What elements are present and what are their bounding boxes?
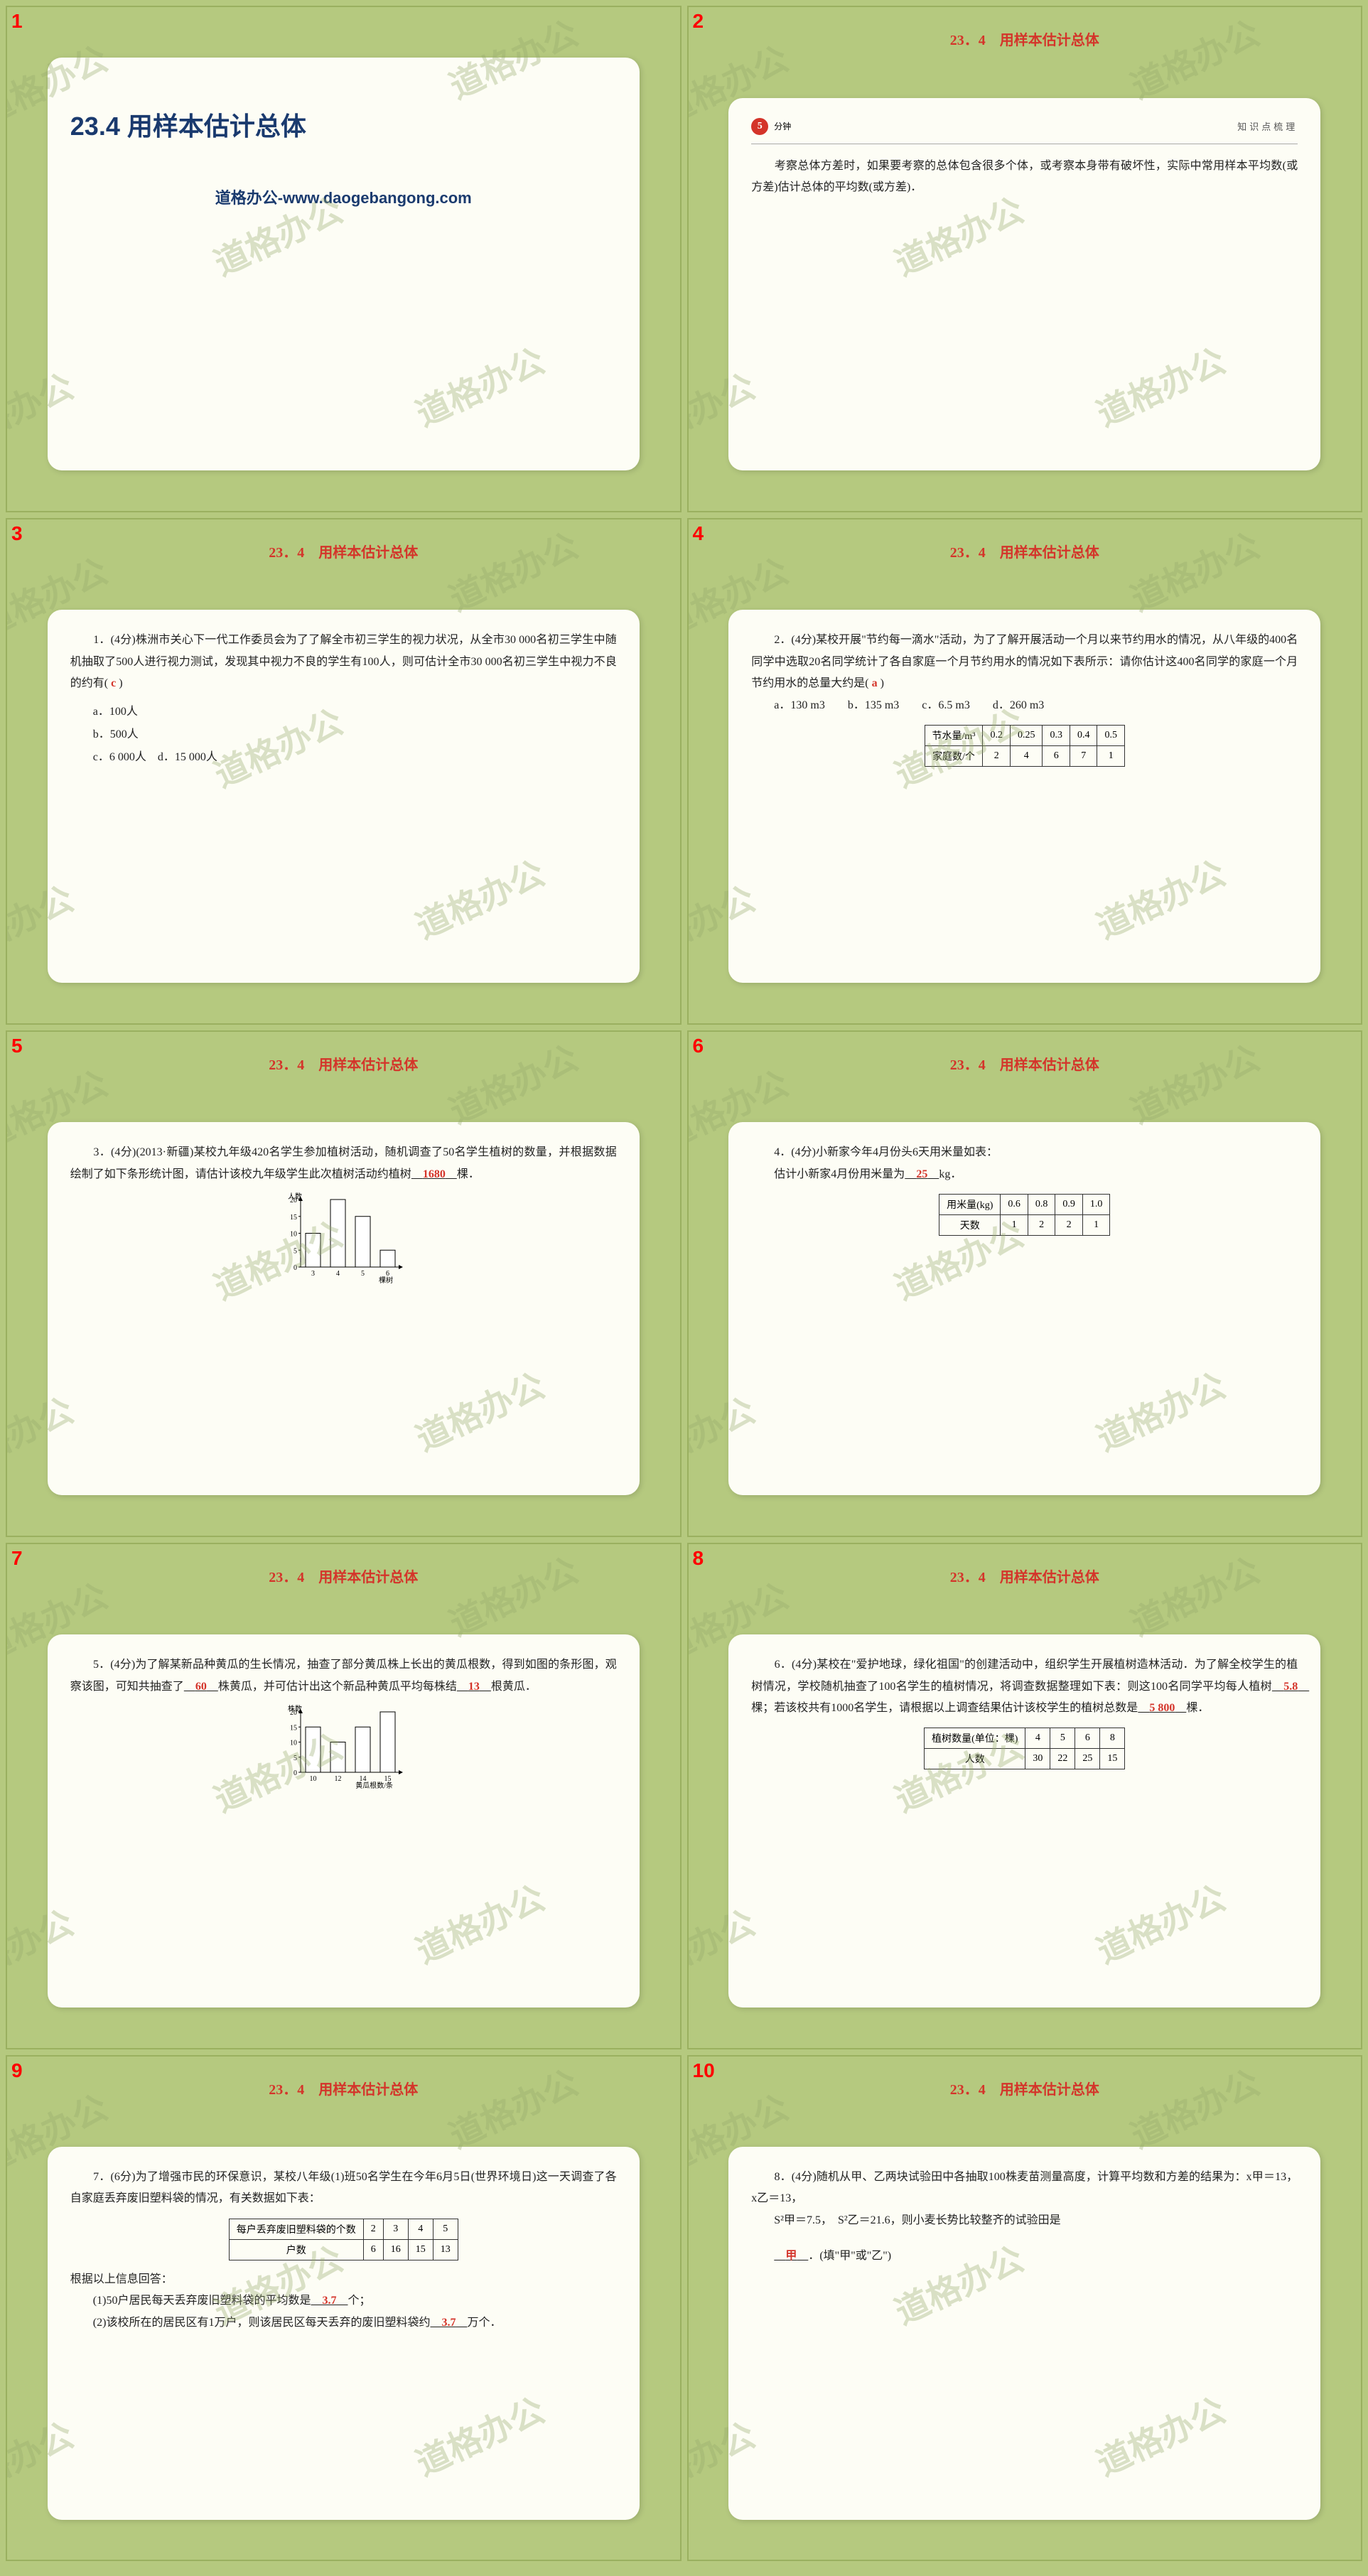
slide-number: 2: [693, 10, 704, 33]
svg-text:15: 15: [290, 1724, 297, 1732]
svg-text:0: 0: [293, 1264, 297, 1272]
main-title: 23.4 用样本估计总体: [70, 106, 617, 143]
bar-chart: 0510152010121415株数黄瓜根数/条: [279, 1705, 407, 1790]
section-title: 23．4 用样本估计总体: [7, 541, 680, 561]
slide-card: 1．(4分)株洲市关心下一代工作委员会为了了解全市初三学生的视力状况，从全市30…: [48, 610, 640, 983]
data-table: 节水量/m³0.20.250.30.40.5家庭数/个24671: [925, 725, 1125, 767]
slide-2: 2 道格办公 道格办公 道格办公 道格办公 道格办公 23．4 用样本估计总体 …: [687, 6, 1363, 512]
slide-4: 4 道格办公 道格办公 道格办公 道格办公 道格办公 23．4 用样本估计总体 …: [687, 518, 1363, 1025]
svg-text:10: 10: [290, 1740, 297, 1747]
slide-card: 4．(4分)小新家今年4月份头6天用米量如表： 估计小新家4月份用米量为 25 …: [728, 1122, 1320, 1495]
watermark: 道格办公: [1121, 1030, 1266, 1133]
watermark: 道格办公: [1121, 518, 1266, 621]
footer-label: 根据以上信息回答：: [70, 2269, 617, 2290]
answer-line: 甲 ．(填"甲"或"乙"): [751, 2246, 1298, 2267]
slide-5: 5 道格办公 道格办公 道格办公 道格办公 道格办公 23．4 用样本估计总体 …: [6, 1030, 682, 1537]
slide-number: 9: [11, 2059, 23, 2082]
options: a．100人 b．500人 c．6 000人 d．15 000人: [70, 701, 617, 769]
svg-text:4: 4: [336, 1270, 340, 1278]
section-title: 23．4 用样本估计总体: [689, 28, 1362, 49]
slide-3: 3 道格办公 道格办公 道格办公 道格办公 道格办公 23．4 用样本估计总体 …: [6, 518, 682, 1025]
data-table: 用米量(kg)0.60.80.91.0天数1221: [939, 1194, 1110, 1236]
slide-number: 5: [11, 1035, 23, 1057]
slide-10: 10 道格办公 道格办公 道格办公 道格办公 道格办公 23．4 用样本估计总体…: [687, 2055, 1363, 2562]
svg-text:棵树: 棵树: [379, 1276, 393, 1285]
slide-card: 5 分钟 知识点梳理 考察总体方差时，如果要考察的总体包含很多个体，或考察本身带…: [728, 98, 1320, 471]
svg-text:5: 5: [293, 1755, 297, 1762]
slide-number: 3: [11, 522, 23, 545]
timer-icon: 5: [751, 118, 768, 135]
slide-number: 7: [11, 1547, 23, 1570]
section-title: 23．4 用样本估计总体: [689, 1565, 1362, 1586]
banner: 5 分钟 知识点梳理: [751, 118, 1298, 135]
body-text: 6．(4分)某校在"爱护地球，绿化祖国"的创建活动中，组织学生开展植树造林活动．…: [751, 1654, 1298, 1719]
data-table: 每户丢弃废旧塑料袋的个数2345户数6161513: [229, 2219, 458, 2260]
slide-number: 4: [693, 522, 704, 545]
watermark: 道格办公: [440, 518, 585, 621]
body-text: 3．(4分)(2013·新疆)某校九年级420名学生参加植树活动，随机调查了50…: [70, 1142, 617, 1185]
slide-card: 6．(4分)某校在"爱护地球，绿化祖国"的创建活动中，组织学生开展植树造林活动．…: [728, 1634, 1320, 2008]
section-title: 23．4 用样本估计总体: [7, 2078, 680, 2098]
section-title: 23．4 用样本估计总体: [689, 2078, 1362, 2098]
slide-number: 8: [693, 1547, 704, 1570]
watermark: 道格办公: [440, 1543, 585, 1646]
section-title: 23．4 用样本估计总体: [689, 1053, 1362, 1074]
banner-min: 分钟: [774, 120, 791, 132]
svg-text:5: 5: [361, 1270, 365, 1278]
svg-text:15: 15: [290, 1214, 297, 1222]
svg-text:3: 3: [311, 1270, 315, 1278]
options-row: a．130 m3 b．135 m3 c．6.5 m3 d．260 m3: [751, 695, 1298, 716]
data-table: 植树数量(单位：棵)4568人数30222515: [924, 1728, 1125, 1769]
slide-number: 10: [693, 2059, 715, 2082]
slide-8: 8 道格办公 道格办公 道格办公 道格办公 道格办公 23．4 用样本估计总体 …: [687, 1543, 1363, 2049]
slide-card: 23.4 用样本估计总体 道格办公-www.daogebangong.com: [48, 58, 640, 470]
body-text: 2．(4分)某校开展"节约每一滴水"活动，为了了解开展活动一个月以来节约用水的情…: [751, 630, 1298, 694]
banner-right: 知识点梳理: [1237, 119, 1298, 133]
slide-6: 6 道格办公 道格办公 道格办公 道格办公 道格办公 23．4 用样本估计总体 …: [687, 1030, 1363, 1537]
slide-card: 7．(6分)为了增强市民的环保意识，某校八年级(1)班50名学生在今年6月5日(…: [48, 2147, 640, 2520]
body-text: 1．(4分)株洲市关心下一代工作委员会为了了解全市初三学生的视力状况，从全市30…: [70, 630, 617, 694]
q2: (2)该校所在的居民区有1万户，则该居民区每天丢弃的废旧塑料袋约 3.7 万个．: [70, 2312, 617, 2334]
body-text: 4．(4分)小新家今年4月份头6天用米量如表：: [751, 1142, 1298, 1163]
slide-1: 1 道格办公 道格办公 道格办公 道格办公 道格办公 23.4 用样本估计总体 …: [6, 6, 682, 512]
body-text-2: 估计小新家4月份用米量为 25 kg．: [751, 1164, 1298, 1185]
body-text: 考察总体方差时，如果要考察的总体包含很多个体，或考察本身带有破坏性，实际中常用样…: [751, 156, 1298, 199]
q1: (1)50户居民每天丢弃废旧塑料袋的平均数是 3.7 个；: [70, 2290, 617, 2312]
svg-text:株数: 株数: [288, 1705, 302, 1713]
slide-number: 1: [11, 10, 23, 33]
slide-card: 2．(4分)某校开展"节约每一滴水"活动，为了了解开展活动一个月以来节约用水的情…: [728, 610, 1320, 983]
svg-text:10: 10: [290, 1231, 297, 1239]
watermark: 道格办公: [1121, 2055, 1266, 2158]
section-title: 23．4 用样本估计总体: [7, 1053, 680, 1074]
watermark: 道格办公: [1121, 1543, 1266, 1646]
slide-card: 3．(4分)(2013·新疆)某校九年级420名学生参加植树活动，随机调查了50…: [48, 1122, 640, 1495]
body-text-2: S²甲＝7.5， S²乙＝21.6，则小麦长势比较整齐的试验田是: [751, 2210, 1298, 2231]
svg-text:黄瓜根数/条: 黄瓜根数/条: [355, 1781, 393, 1790]
subtitle: 道格办公-www.daogebangong.com: [70, 185, 617, 208]
section-title: 23．4 用样本估计总体: [7, 1565, 680, 1586]
slide-card: 8．(4分)随机从甲、乙两块试验田中各抽取100株麦苗测量高度，计算平均数和方差…: [728, 2147, 1320, 2520]
slide-number: 6: [693, 1035, 704, 1057]
watermark: 道格办公: [440, 2055, 585, 2158]
bar-chart: 051015203456人数棵树: [279, 1192, 407, 1285]
body-text: 5．(4分)为了解某新品种黄瓜的生长情况，抽查了部分黄瓜株上长出的黄瓜根数，得到…: [70, 1654, 617, 1698]
slide-card: 5．(4分)为了解某新品种黄瓜的生长情况，抽查了部分黄瓜株上长出的黄瓜根数，得到…: [48, 1634, 640, 2008]
watermark: 道格办公: [1121, 6, 1266, 109]
body-text: 8．(4分)随机从甲、乙两块试验田中各抽取100株麦苗测量高度，计算平均数和方差…: [751, 2167, 1298, 2210]
slide-7: 7 道格办公 道格办公 道格办公 道格办公 道格办公 23．4 用样本估计总体 …: [6, 1543, 682, 2049]
body-text: 7．(6分)为了增强市民的环保意识，某校八年级(1)班50名学生在今年6月5日(…: [70, 2167, 617, 2210]
svg-text:0: 0: [293, 1769, 297, 1777]
svg-text:12: 12: [335, 1775, 342, 1783]
watermark: 道格办公: [440, 1030, 585, 1133]
svg-text:10: 10: [310, 1775, 317, 1783]
section-title: 23．4 用样本估计总体: [689, 541, 1362, 561]
svg-text:人数: 人数: [288, 1192, 302, 1201]
slide-9: 9 道格办公 道格办公 道格办公 道格办公 道格办公 23．4 用样本估计总体 …: [6, 2055, 682, 2562]
svg-text:5: 5: [293, 1247, 297, 1255]
